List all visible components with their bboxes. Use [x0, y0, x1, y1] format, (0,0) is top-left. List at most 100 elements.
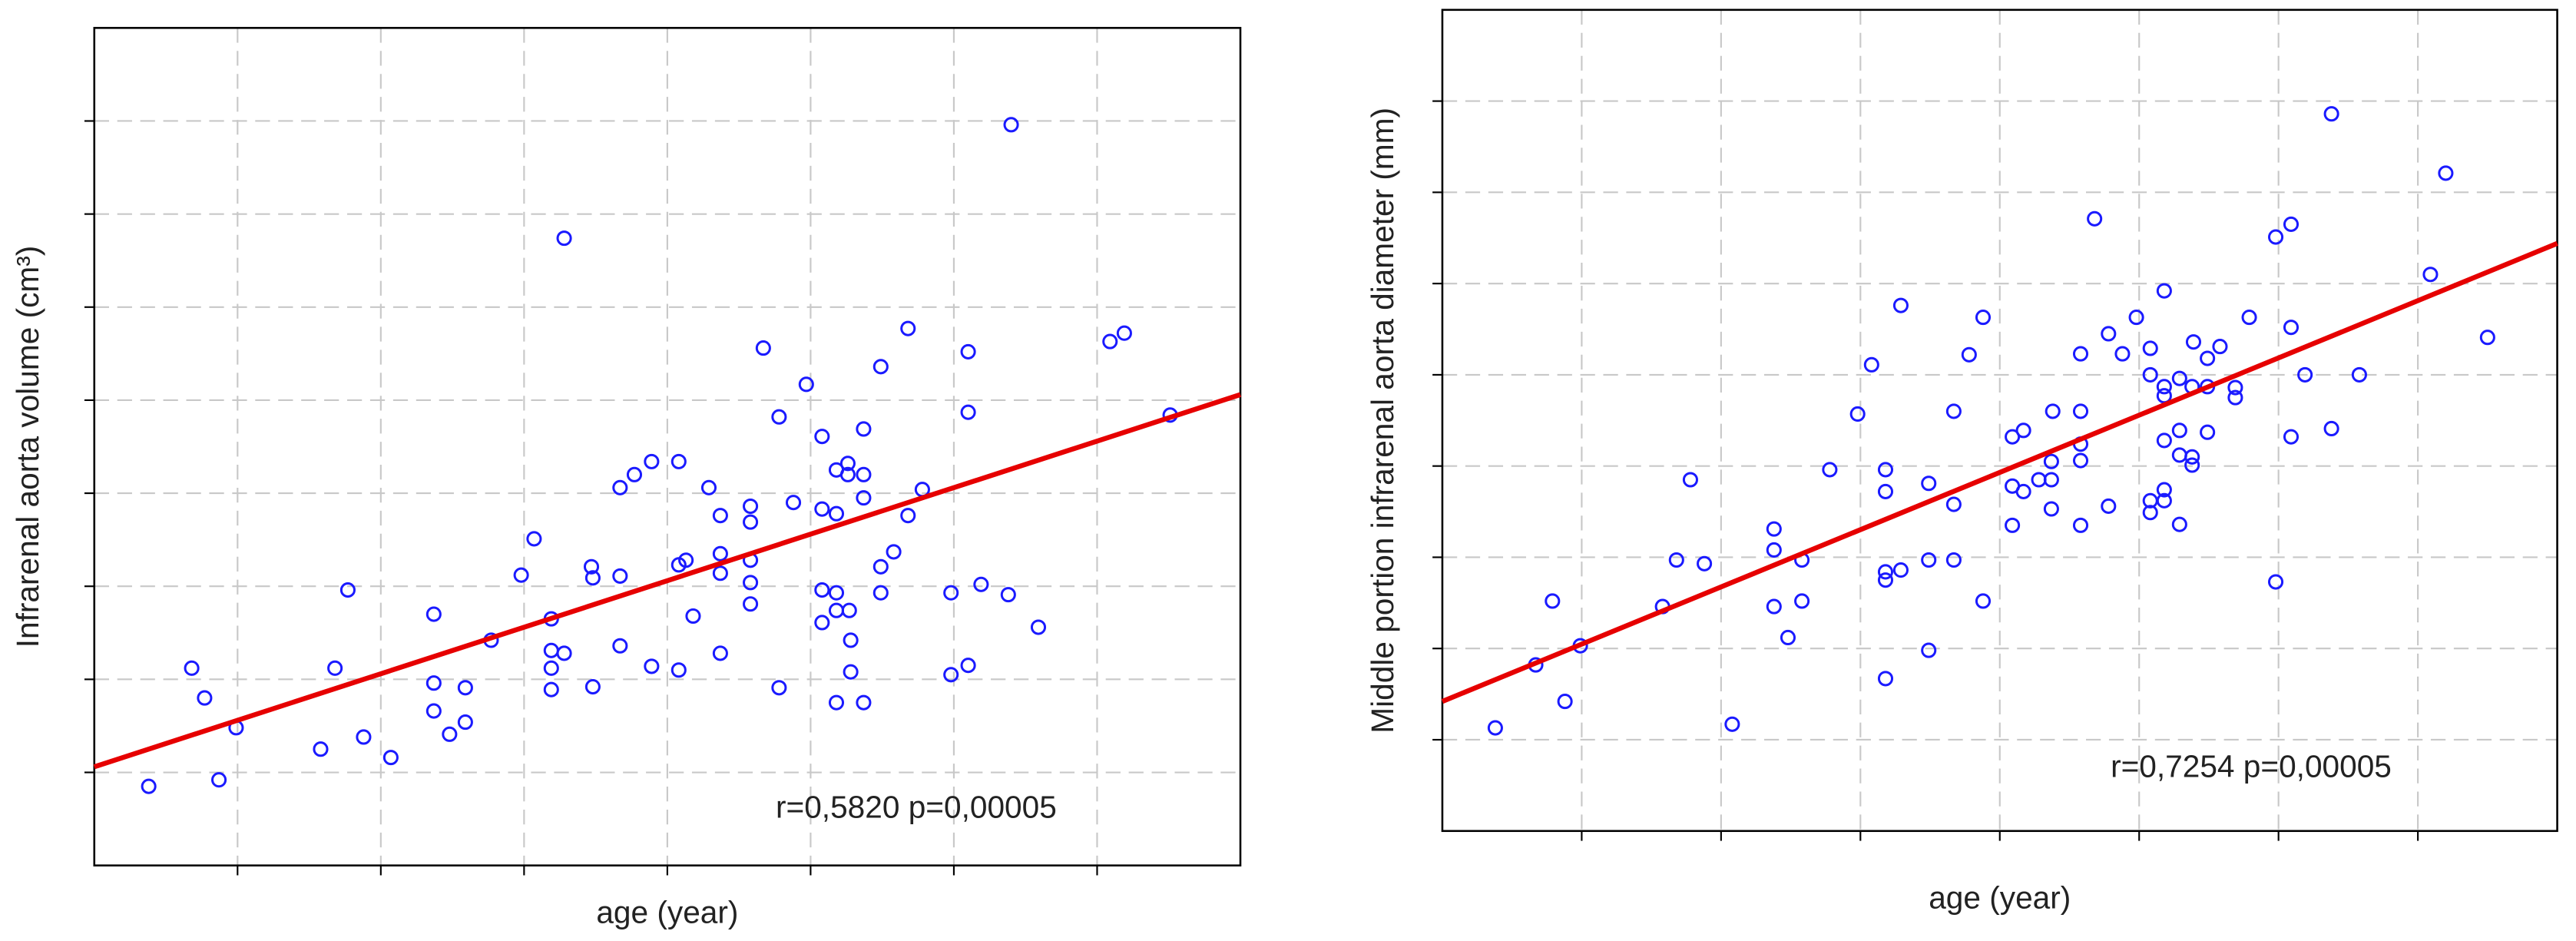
point [872, 585, 889, 601]
point [1975, 593, 1992, 609]
point [1921, 552, 1937, 568]
point [1892, 562, 1909, 578]
point [2156, 482, 2172, 498]
point [2156, 379, 2172, 395]
point [900, 508, 916, 524]
point [843, 664, 859, 680]
point [2323, 420, 2339, 437]
point [960, 658, 976, 674]
point [2283, 320, 2300, 336]
point [712, 545, 728, 562]
point [2171, 516, 2187, 532]
point [2128, 310, 2144, 326]
point [839, 466, 856, 482]
point [2283, 216, 2300, 232]
point [1668, 552, 1684, 568]
point [2072, 452, 2089, 469]
point [339, 582, 356, 598]
point [141, 778, 157, 794]
point [798, 376, 814, 393]
point [2101, 326, 2117, 342]
point [1000, 587, 1016, 603]
point [670, 453, 687, 469]
point [2031, 472, 2047, 488]
point [1697, 555, 1713, 572]
point [2171, 370, 2187, 386]
point [1945, 403, 1962, 419]
point [872, 558, 889, 575]
point [2267, 574, 2284, 590]
point [743, 575, 759, 591]
point [2015, 483, 2031, 499]
point [2043, 501, 2059, 517]
point [1557, 694, 1573, 710]
point [584, 679, 601, 695]
point [1487, 720, 1503, 736]
point [2114, 346, 2131, 362]
point [2200, 424, 2216, 440]
x-axis-label: age (year) [596, 895, 738, 930]
point [382, 750, 399, 766]
point [2267, 229, 2284, 245]
point [755, 340, 771, 356]
x-axis-label: age (year) [1929, 880, 2071, 915]
point [712, 565, 728, 581]
point [425, 675, 442, 691]
point [612, 568, 628, 584]
point [2142, 340, 2158, 356]
point [2043, 453, 2059, 469]
point [700, 479, 717, 495]
point [1766, 598, 1782, 615]
point [743, 498, 759, 515]
point [1863, 356, 1879, 373]
point [2005, 429, 2021, 445]
point [626, 466, 643, 482]
point [872, 359, 889, 375]
point [1877, 572, 1894, 588]
point [313, 741, 329, 757]
point [814, 429, 830, 445]
point [197, 690, 213, 706]
point [960, 404, 976, 420]
point [612, 479, 628, 495]
point [943, 667, 959, 683]
point [2101, 498, 2117, 514]
point [771, 409, 787, 425]
point [1975, 310, 1992, 326]
point [644, 658, 660, 674]
point [856, 421, 872, 437]
point [556, 230, 572, 247]
point [2087, 210, 2103, 227]
point [2072, 346, 2089, 362]
point [1780, 629, 1796, 646]
point [644, 453, 660, 469]
fit-line [93, 392, 1241, 770]
point [1945, 552, 1962, 568]
point [856, 466, 872, 482]
point [543, 681, 559, 697]
point [612, 638, 628, 654]
point [2005, 517, 2021, 533]
point [327, 660, 343, 676]
point [2015, 422, 2031, 439]
y-axis-label: Infrarenal aorta volume (cm³) [10, 246, 45, 648]
point [2142, 366, 2158, 383]
point [356, 729, 372, 745]
point [442, 726, 458, 742]
point [678, 552, 694, 568]
plot-frame [1441, 8, 2558, 833]
point [184, 660, 200, 676]
point [2142, 505, 2158, 521]
point [2422, 267, 2439, 283]
point [900, 320, 916, 336]
point [2072, 403, 2089, 419]
point [2283, 429, 2300, 445]
point [1030, 619, 1047, 635]
point [943, 585, 959, 601]
point [685, 608, 701, 625]
point [2241, 310, 2257, 326]
fit-line [1441, 240, 2558, 704]
point [2156, 283, 2172, 299]
